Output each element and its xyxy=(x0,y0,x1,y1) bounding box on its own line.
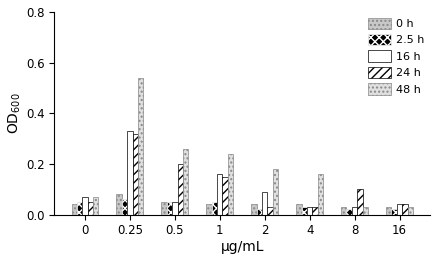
Bar xyxy=(77,202,82,215)
Bar xyxy=(82,197,88,215)
Bar xyxy=(397,204,402,215)
X-axis label: μg/mL: μg/mL xyxy=(221,240,264,254)
Bar xyxy=(122,199,127,215)
Legend: 0 h, 2.5 h, 16 h, 24 h, 48 h: 0 h, 2.5 h, 16 h, 24 h, 48 h xyxy=(365,14,428,98)
Bar xyxy=(312,207,318,215)
Bar xyxy=(212,202,217,215)
Bar xyxy=(183,149,188,215)
Bar xyxy=(363,207,368,215)
Bar xyxy=(347,210,352,215)
Bar xyxy=(172,202,177,215)
Bar xyxy=(133,134,138,215)
Bar xyxy=(392,210,397,215)
Bar xyxy=(161,202,167,215)
Bar xyxy=(267,207,273,215)
Bar xyxy=(357,189,363,215)
Bar xyxy=(177,164,183,215)
Bar xyxy=(251,204,257,215)
Bar xyxy=(296,204,302,215)
Y-axis label: OD$_{600}$: OD$_{600}$ xyxy=(7,92,23,134)
Bar xyxy=(307,207,312,215)
Bar xyxy=(222,176,228,215)
Bar xyxy=(93,197,98,215)
Bar xyxy=(138,78,143,215)
Bar xyxy=(386,207,392,215)
Bar xyxy=(72,204,77,215)
Bar xyxy=(217,174,222,215)
Bar xyxy=(273,169,278,215)
Bar xyxy=(352,207,357,215)
Bar xyxy=(302,207,307,215)
Bar xyxy=(408,207,413,215)
Bar xyxy=(167,202,172,215)
Bar xyxy=(117,194,122,215)
Bar xyxy=(262,192,267,215)
Bar xyxy=(318,174,323,215)
Bar xyxy=(228,154,233,215)
Bar xyxy=(88,202,93,215)
Bar xyxy=(402,204,408,215)
Bar xyxy=(127,131,133,215)
Bar xyxy=(206,204,212,215)
Bar xyxy=(257,210,262,215)
Bar xyxy=(341,207,347,215)
